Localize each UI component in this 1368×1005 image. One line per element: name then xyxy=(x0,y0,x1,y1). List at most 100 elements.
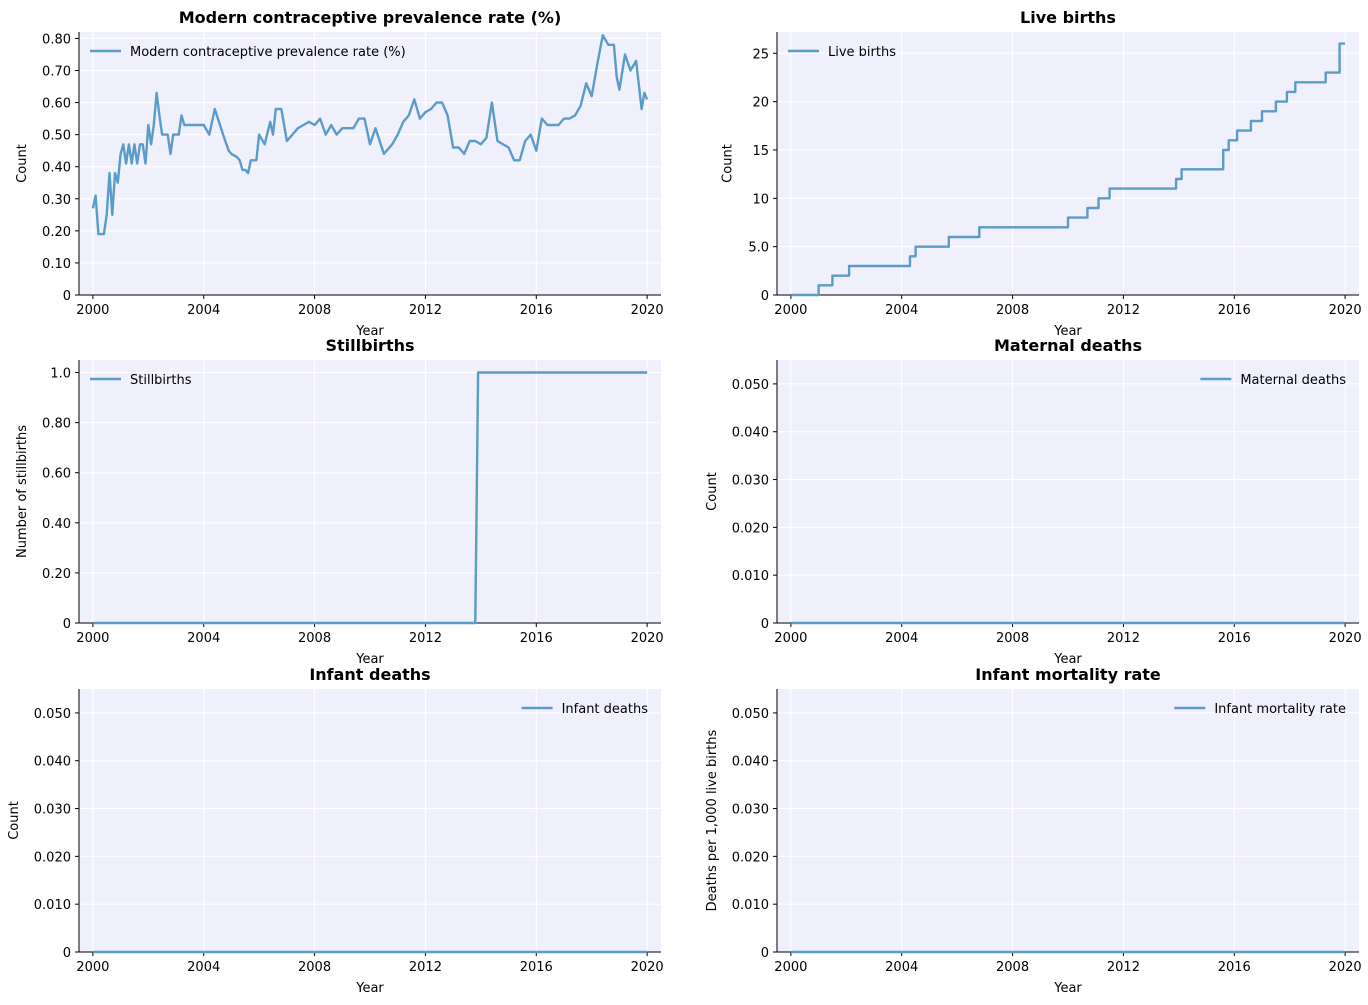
x-tick-label: 2000 xyxy=(774,303,807,318)
y-tick-label: 0.040 xyxy=(732,755,769,770)
x-tick-label: 2004 xyxy=(187,303,220,318)
y-tick-label: 0.60 xyxy=(42,97,71,112)
chart-title: Live births xyxy=(1020,8,1116,27)
x-tick-label: 2020 xyxy=(631,303,664,318)
y-axis-label: Count xyxy=(721,144,736,183)
x-tick-label: 2020 xyxy=(1329,631,1362,646)
x-tick-label: 2000 xyxy=(76,303,109,318)
y-tick-label: 0.50 xyxy=(42,129,71,144)
x-tick-label: 2020 xyxy=(631,631,664,646)
y-tick-label: 0.030 xyxy=(732,803,769,818)
x-tick-label: 2008 xyxy=(996,303,1029,318)
x-tick-label: 2012 xyxy=(1107,303,1140,318)
x-tick-label: 2020 xyxy=(631,960,664,975)
x-tick-label: 2012 xyxy=(409,303,442,318)
chart-panel-6: 2000 2004 2008 2012 2016 2020 0 0.010 0.020 0.030… xyxy=(705,665,1362,996)
y-tick-label: 0.050 xyxy=(34,707,71,722)
legend-label: Modern contraceptive prevalence rate (%) xyxy=(130,45,406,60)
x-tick-label: 2004 xyxy=(187,631,220,646)
y-tick-label: 0.030 xyxy=(732,474,769,489)
y-tick-label: 0.050 xyxy=(732,707,769,722)
y-tick-label: 0 xyxy=(63,617,71,632)
y-tick-label: 25 xyxy=(752,47,769,62)
x-tick-label: 2012 xyxy=(409,631,442,646)
x-tick-label: 2008 xyxy=(996,960,1029,975)
x-tick-label: 2008 xyxy=(996,631,1029,646)
x-tick-label: 2016 xyxy=(1218,303,1251,318)
x-tick-label: 2000 xyxy=(774,960,807,975)
y-axis-label: Count xyxy=(7,801,22,840)
x-tick-label: 2012 xyxy=(409,960,442,975)
x-tick-label: 2020 xyxy=(1329,303,1362,318)
y-tick-label: 0.30 xyxy=(42,193,71,208)
y-tick-label: 0.80 xyxy=(42,32,71,47)
series-line-1 xyxy=(91,34,649,236)
x-axis-label: Year xyxy=(1053,324,1082,339)
y-tick-label: 10 xyxy=(752,192,769,207)
x-tick-label: 2016 xyxy=(1218,631,1251,646)
y-tick-label: 0.10 xyxy=(42,257,71,272)
x-tick-label: 2004 xyxy=(885,960,918,975)
x-tick-label: 2012 xyxy=(1107,960,1140,975)
y-axis-label: Count xyxy=(705,472,720,511)
chart-title: Stillbirths xyxy=(325,336,414,355)
chart-panel-5: 2000 2004 2008 2012 2016 2020 0 0.010 0.020 0.030… xyxy=(7,665,664,996)
plot-area xyxy=(777,32,1359,295)
chart-panel-2: 2000 2004 2008 2012 2016 2020 0 5.0 10 15 20 25 Live… xyxy=(721,8,1362,339)
x-tick-label: 2020 xyxy=(1329,960,1362,975)
x-tick-label: 2000 xyxy=(774,631,807,646)
x-axis-label: Year xyxy=(355,324,384,339)
x-tick-label: 2004 xyxy=(885,631,918,646)
y-tick-label: 0.020 xyxy=(732,521,769,536)
y-tick-label: 15 xyxy=(752,144,769,159)
x-tick-label: 2008 xyxy=(298,631,331,646)
plot-area xyxy=(79,689,661,952)
x-axis-label: Year xyxy=(355,981,384,996)
y-tick-label: 0.010 xyxy=(732,569,769,584)
y-tick-label: 0.040 xyxy=(732,426,769,441)
legend-label: Stillbirths xyxy=(130,373,192,388)
x-tick-label: 2000 xyxy=(76,960,109,975)
x-tick-label: 2000 xyxy=(76,631,109,646)
x-axis-label: Year xyxy=(1053,981,1082,996)
chart-panel-4: 2000 2004 2008 2012 2016 2020 0 0.010 0.020 0.030… xyxy=(705,336,1362,667)
y-tick-label: 0.040 xyxy=(34,755,71,770)
x-tick-label: 2016 xyxy=(520,303,553,318)
chart-title: Infant deaths xyxy=(309,665,430,684)
x-tick-label: 2004 xyxy=(885,303,918,318)
y-tick-label: 0.70 xyxy=(42,64,71,79)
y-tick-label: 0.030 xyxy=(34,803,71,818)
y-tick-label: 0.60 xyxy=(42,467,71,482)
y-axis-label: Number of stillbirths xyxy=(15,425,30,558)
chart-title: Infant mortality rate xyxy=(975,665,1161,684)
x-tick-label: 2012 xyxy=(1107,631,1140,646)
y-tick-label: 20 xyxy=(752,96,769,111)
y-tick-label: 0 xyxy=(761,946,769,961)
y-tick-label: 0 xyxy=(761,617,769,632)
y-tick-label: 0.40 xyxy=(42,517,71,532)
y-tick-label: 0 xyxy=(63,289,71,304)
y-axis-label: Count xyxy=(15,144,30,183)
x-axis-label: Year xyxy=(1053,652,1082,667)
x-tick-label: 2016 xyxy=(1218,960,1251,975)
y-tick-label: 0.010 xyxy=(732,898,769,913)
y-tick-label: 1.0 xyxy=(50,367,71,382)
y-axis-label: Deaths per 1,000 live births xyxy=(705,729,720,911)
x-tick-label: 2016 xyxy=(520,631,553,646)
chart-title: Maternal deaths xyxy=(994,336,1142,355)
x-tick-label: 2008 xyxy=(298,960,331,975)
series-line-1 xyxy=(790,42,1346,297)
y-tick-label: 0.020 xyxy=(732,850,769,865)
y-tick-label: 0 xyxy=(63,946,71,961)
y-tick-label: 0.20 xyxy=(42,567,71,582)
legend-label: Maternal deaths xyxy=(1240,373,1346,388)
y-tick-label: 0.010 xyxy=(34,898,71,913)
y-tick-label: 0.20 xyxy=(42,225,71,240)
chart-panel-1: 2000 2004 2008 2012 2016 2020 0 0.10 0.20 0.30 0.4… xyxy=(15,8,664,339)
legend-label: Infant mortality rate xyxy=(1214,702,1346,717)
plot-area xyxy=(79,360,661,623)
y-tick-label: 0.80 xyxy=(42,417,71,432)
x-tick-label: 2016 xyxy=(520,960,553,975)
y-tick-label: 0.050 xyxy=(732,378,769,393)
